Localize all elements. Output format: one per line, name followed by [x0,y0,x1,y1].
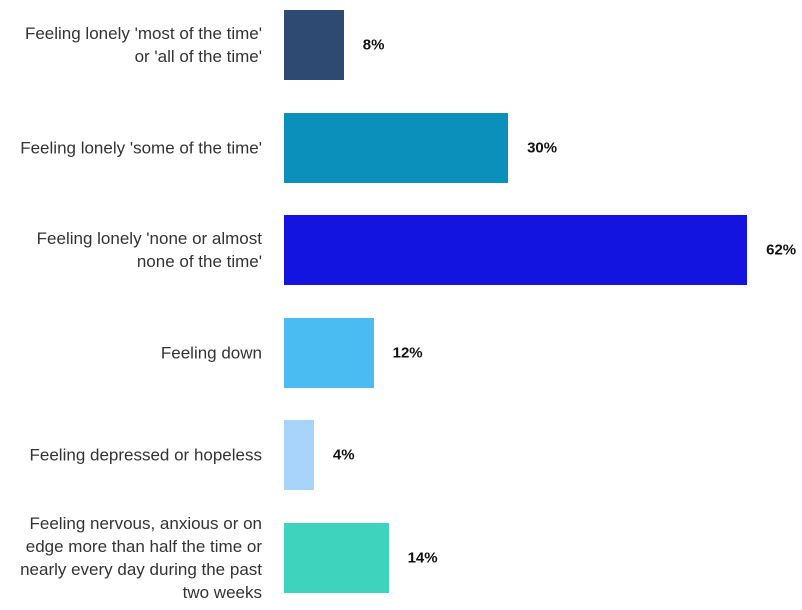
category-label: Feeling lonely 'most of the time' or 'al… [24,24,262,66]
bar [284,10,344,80]
bar [284,523,389,593]
bar [284,215,748,286]
category-label: Feeling lonely 'none or almost none of t… [36,229,262,272]
bar [284,420,314,491]
bar [284,317,374,388]
category-label: Feeling depressed or hopeless [29,445,262,465]
value-label: 4% [332,446,355,464]
category-label: Feeling down [160,343,262,363]
bar [284,112,509,183]
category-label: Feeling nervous, anxious or on edge more… [20,514,262,602]
value-label: 12% [392,344,423,362]
value-label: 30% [527,139,558,157]
value-label: 14% [407,549,438,567]
value-label: 8% [362,36,385,54]
value-label: 62% [766,241,797,259]
category-label: Feeling lonely 'some of the time' [20,138,262,158]
